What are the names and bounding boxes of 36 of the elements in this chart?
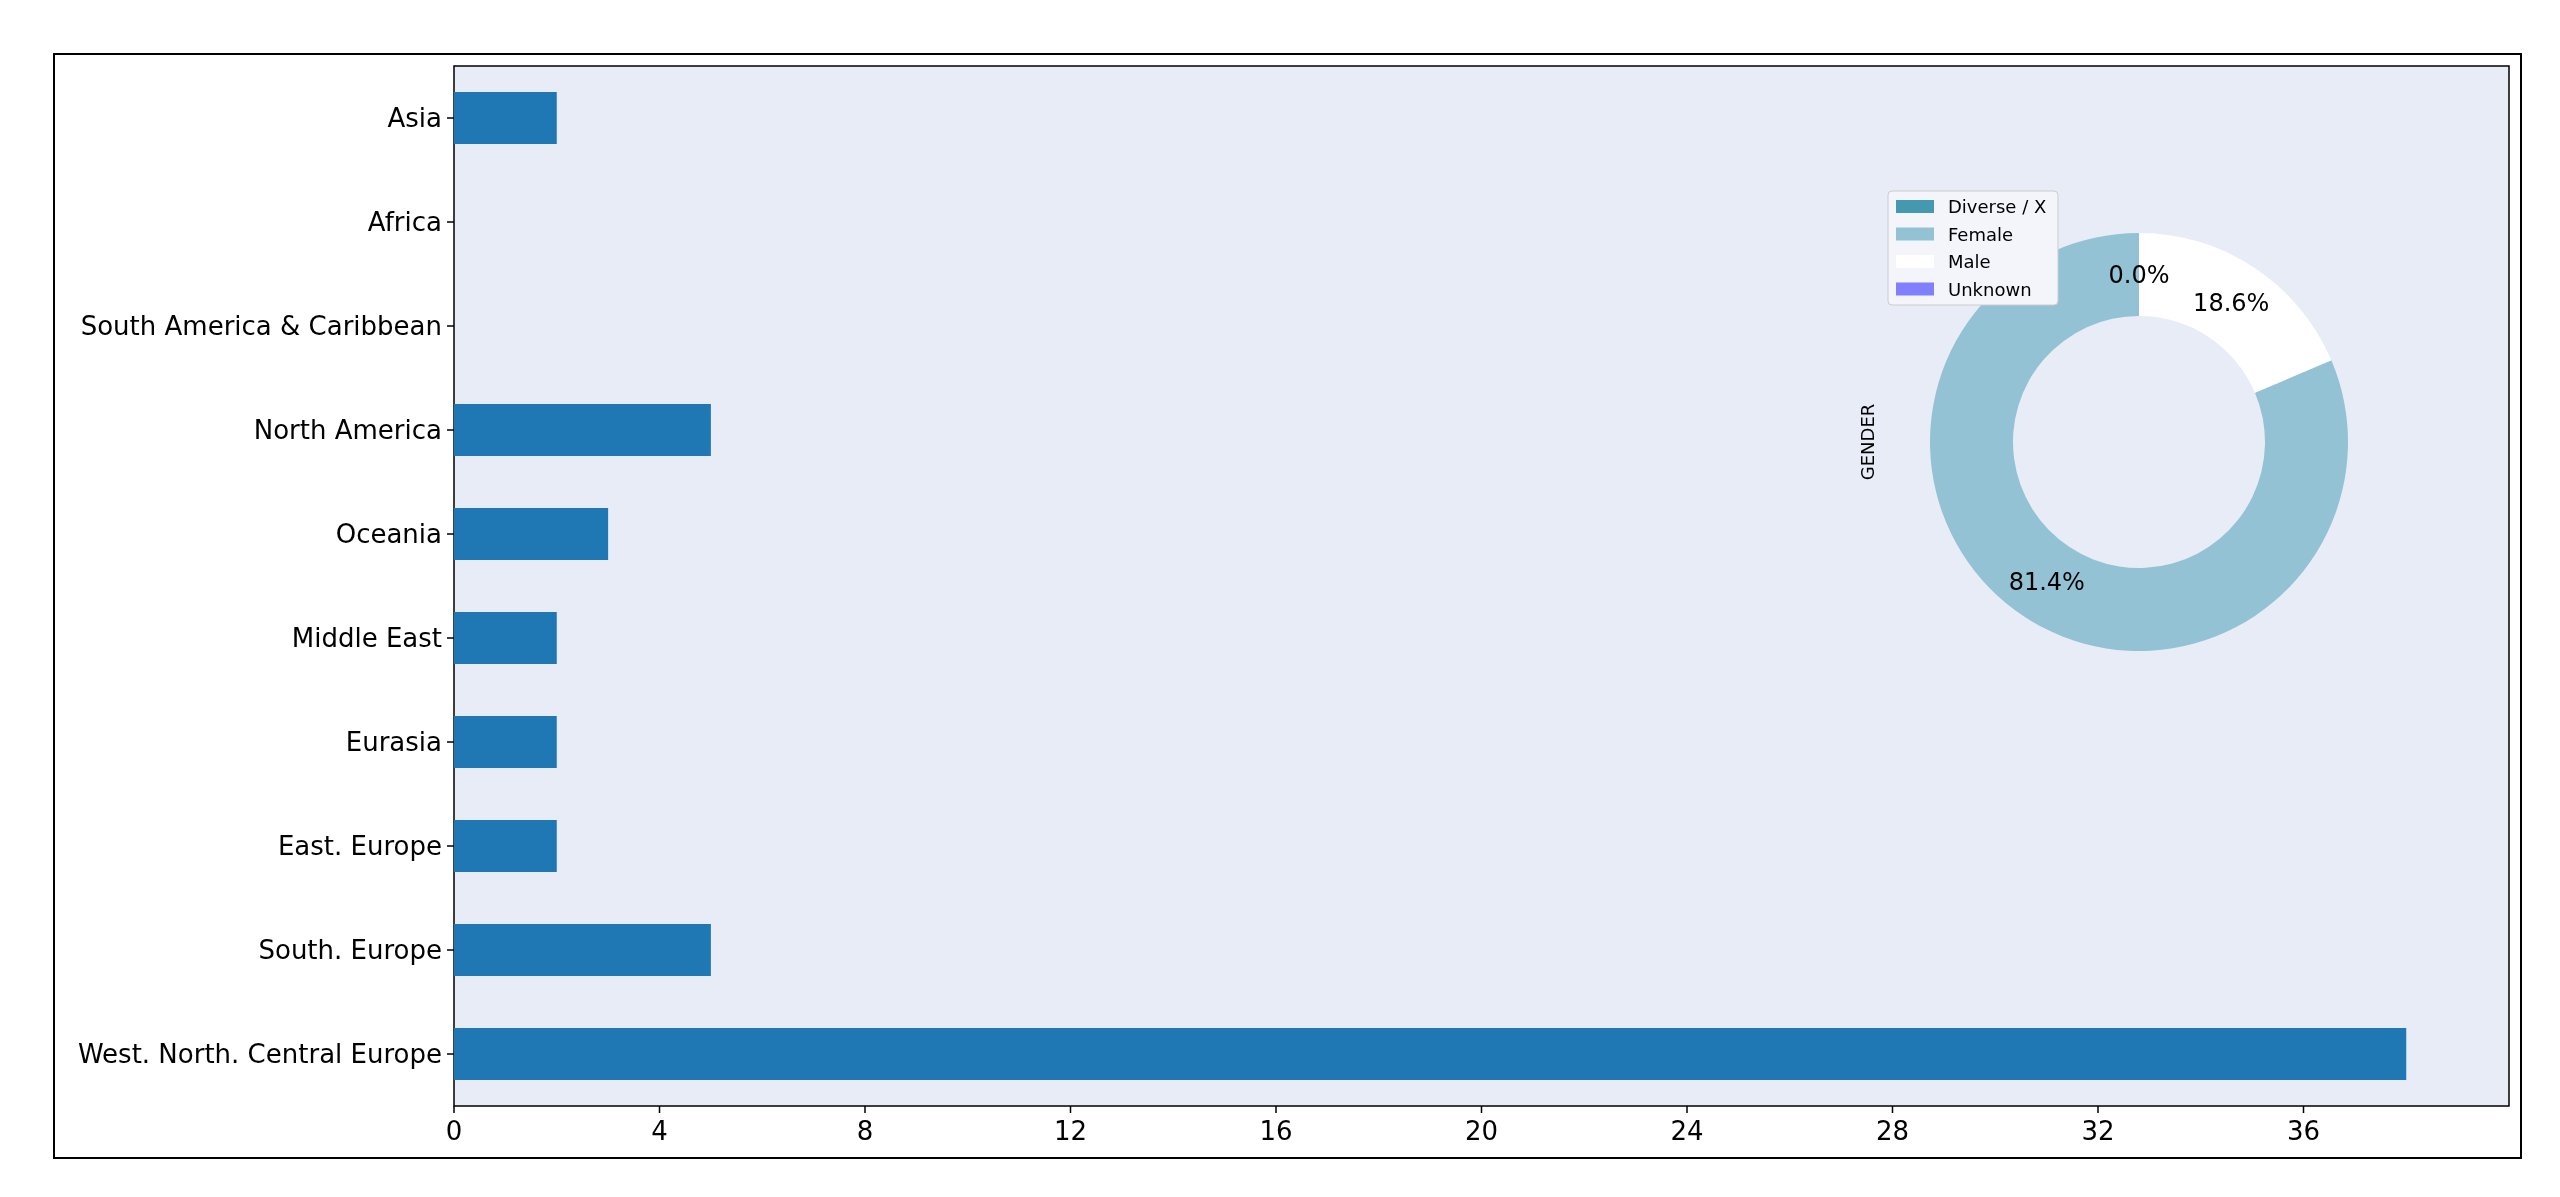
x-tick-label: 24 [1670, 1116, 1704, 1146]
text: GENDER [1857, 403, 1879, 481]
data-label: 18.6% [2193, 288, 2270, 317]
legend-label: Female [1948, 223, 2014, 245]
bar [454, 1028, 2407, 1080]
bar [454, 508, 609, 560]
x-tick-label: 8 [856, 1116, 874, 1146]
y-tick-label: West. North. Central Europe [77, 1039, 442, 1070]
x-tick-label: 16 [1259, 1116, 1293, 1146]
y-tick-label: South America & Caribbean [80, 311, 442, 342]
bar [454, 612, 557, 664]
y-tick-label: Africa [367, 207, 442, 238]
bar [454, 716, 557, 768]
x-tick-label: 28 [1875, 1116, 1910, 1146]
y-tick-label: Middle East [291, 623, 442, 654]
bar [454, 404, 711, 456]
text: 0.0% [2108, 261, 2170, 290]
data-label: 81.4% [2008, 567, 2085, 596]
y-tick-label: North America [253, 415, 442, 446]
bar [454, 924, 711, 976]
x-tick-label: 0 [445, 1116, 463, 1146]
legend-label: Unknown [1948, 278, 2032, 300]
y-tick-label: East. Europe [277, 831, 442, 862]
y-tick-label: Asia [387, 103, 442, 134]
y-tick-label: Eurasia [345, 727, 442, 758]
legend-label: Diverse / X [1948, 196, 2047, 218]
bar [454, 92, 557, 144]
x-tick-label: 20 [1464, 1116, 1499, 1146]
y-tick-label: Oceania [335, 519, 442, 550]
x-tick-label: 36 [2286, 1116, 2321, 1146]
x-tick-label: 12 [1053, 1116, 1088, 1146]
y-tick-label: South. Europe [258, 935, 442, 966]
legend-label: Male [1948, 251, 1991, 273]
x-tick-label: 32 [2081, 1116, 2115, 1146]
x-tick-label: 4 [651, 1116, 668, 1146]
bar [454, 820, 557, 872]
